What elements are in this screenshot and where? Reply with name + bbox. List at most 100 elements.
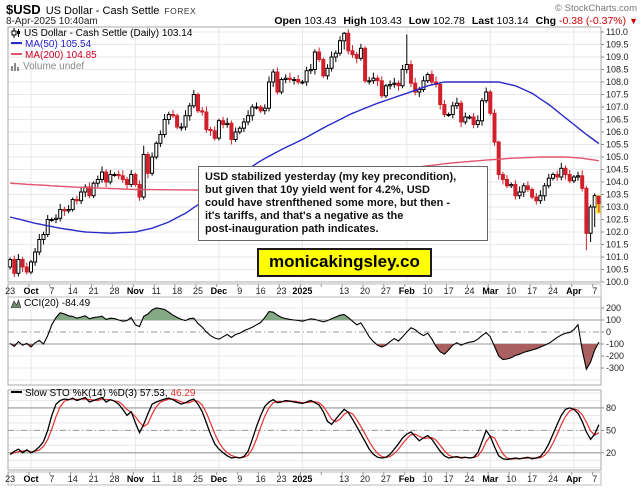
svg-text:108.0: 108.0 — [606, 77, 629, 87]
svg-text:11: 11 — [152, 286, 161, 296]
chart-datetime: 8-Apr-2025 10:40am — [6, 16, 98, 27]
svg-text:10: 10 — [506, 474, 516, 484]
svg-text:28: 28 — [109, 474, 119, 484]
svg-text:Nov: Nov — [127, 474, 144, 484]
svg-text:-200: -200 — [606, 351, 624, 361]
copyright: © StockCharts.com — [555, 3, 637, 14]
svg-text:25: 25 — [193, 474, 203, 484]
svg-text:20: 20 — [606, 448, 616, 458]
svg-text:27: 27 — [381, 474, 391, 484]
svg-text:106.5: 106.5 — [606, 115, 629, 125]
svg-text:Mar: Mar — [482, 474, 499, 484]
svg-text:109.5: 109.5 — [606, 40, 629, 50]
svg-text:9: 9 — [237, 286, 242, 296]
svg-text:Feb: Feb — [399, 474, 416, 484]
svg-text:101.0: 101.0 — [606, 252, 629, 262]
last-value: 103.14 — [496, 15, 529, 27]
quote-line: Open 103.43 High 103.43 Low 102.78 Last 103.14 C… — [267, 15, 638, 27]
svg-text:14: 14 — [68, 474, 78, 484]
svg-text:107.5: 107.5 — [606, 90, 629, 100]
annotation-line: it's tariffs, and that's a negative as t… — [205, 210, 404, 222]
svg-text:20: 20 — [360, 286, 370, 296]
svg-text:105.5: 105.5 — [606, 140, 629, 150]
svg-text:2025: 2025 — [292, 474, 312, 484]
svg-text:13: 13 — [339, 474, 349, 484]
svg-text:23: 23 — [277, 286, 287, 296]
chg-label: Chg — [535, 15, 557, 27]
svg-text:10: 10 — [506, 286, 516, 296]
svg-text:100.5: 100.5 — [606, 265, 629, 275]
svg-text:7: 7 — [592, 474, 597, 484]
svg-text:24: 24 — [464, 286, 474, 296]
high-label: High — [343, 15, 367, 27]
svg-text:200: 200 — [606, 303, 621, 313]
annotation-line: but given that 10y yield went for 4.2%, … — [205, 184, 430, 196]
svg-text:105.0: 105.0 — [606, 152, 629, 162]
svg-text:27: 27 — [381, 286, 391, 296]
svg-text:109.0: 109.0 — [606, 52, 629, 62]
low-label: Low — [408, 15, 430, 27]
chg-down-arrow-icon: ▼ — [629, 16, 638, 26]
svg-text:108.5: 108.5 — [606, 65, 629, 75]
chg-value: -0.38 (-0.37%) — [559, 15, 627, 27]
svg-text:14: 14 — [68, 286, 78, 296]
svg-text:10: 10 — [423, 286, 433, 296]
svg-text:28: 28 — [109, 286, 119, 296]
svg-text:Dec: Dec — [211, 474, 228, 484]
svg-text:9: 9 — [237, 474, 242, 484]
svg-text:16: 16 — [256, 286, 266, 296]
svg-text:100.0: 100.0 — [606, 277, 629, 287]
svg-text:17: 17 — [527, 474, 537, 484]
svg-text:23: 23 — [5, 474, 15, 484]
svg-text:50: 50 — [606, 425, 616, 435]
svg-text:-100: -100 — [606, 339, 624, 349]
annotation-line: could have strenfthened some more, but t… — [205, 197, 451, 209]
svg-text:17: 17 — [444, 474, 454, 484]
svg-text:24: 24 — [548, 286, 558, 296]
annotation-line: post-inauguration path indicates. — [205, 223, 379, 235]
svg-text:104.5: 104.5 — [606, 165, 629, 175]
annotation-line: USD stabilized yesterday (my key precond… — [205, 171, 457, 183]
svg-text:Apr: Apr — [566, 474, 582, 484]
ticker-symbol: $USD — [6, 2, 41, 17]
svg-text:17: 17 — [444, 286, 454, 296]
high-value: 103.43 — [369, 15, 402, 27]
svg-text:Oct: Oct — [23, 474, 38, 484]
svg-text:21: 21 — [89, 286, 99, 296]
svg-text:13: 13 — [339, 286, 349, 296]
svg-text:103.0: 103.0 — [606, 202, 629, 212]
svg-text:102.0: 102.0 — [606, 227, 629, 237]
svg-text:21: 21 — [89, 474, 99, 484]
svg-text:2025: 2025 — [292, 286, 312, 296]
svg-text:7: 7 — [49, 286, 54, 296]
svg-text:107.0: 107.0 — [606, 102, 629, 112]
svg-text:24: 24 — [548, 474, 558, 484]
low-value: 102.78 — [432, 15, 465, 27]
svg-text:10: 10 — [423, 474, 433, 484]
svg-text:Mar: Mar — [482, 286, 499, 296]
svg-text:17: 17 — [527, 286, 537, 296]
svg-text:20: 20 — [360, 474, 370, 484]
svg-text:23: 23 — [277, 474, 287, 484]
last-label: Last — [471, 15, 494, 27]
svg-text:80: 80 — [606, 403, 616, 413]
chart-header: $USD US Dollar - Cash Settle FOREX — [6, 2, 196, 17]
svg-text:Oct: Oct — [23, 286, 38, 296]
svg-text:7: 7 — [592, 286, 597, 296]
svg-text:11: 11 — [152, 474, 161, 484]
svg-text:16: 16 — [256, 474, 266, 484]
svg-text:-300: -300 — [606, 363, 624, 373]
svg-text:18: 18 — [172, 474, 182, 484]
svg-text:Dec: Dec — [211, 286, 228, 296]
instrument-name: US Dollar - Cash Settle — [45, 5, 160, 17]
svg-text:110.0: 110.0 — [606, 27, 628, 37]
open-value: 103.43 — [304, 15, 337, 27]
svg-text:Nov: Nov — [127, 286, 144, 296]
svg-text:24: 24 — [464, 474, 474, 484]
svg-text:23: 23 — [5, 286, 15, 296]
svg-text:100: 100 — [606, 315, 621, 325]
svg-text:18: 18 — [172, 286, 182, 296]
svg-text:106.0: 106.0 — [606, 127, 629, 137]
